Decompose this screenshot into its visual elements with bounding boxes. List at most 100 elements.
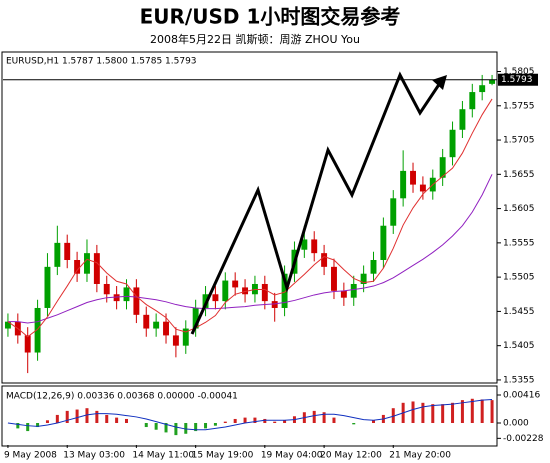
candle-body — [360, 273, 367, 284]
macd-tick-label: 0.00416 — [503, 391, 540, 401]
macd-bar — [144, 422, 148, 428]
macd-bar — [174, 422, 178, 436]
candle-body — [301, 239, 308, 250]
macd-bar — [213, 422, 217, 426]
macd-bar — [263, 418, 267, 423]
macd-bar — [65, 410, 69, 423]
candle-body — [192, 307, 199, 329]
x-tick-label: 19 May 04:00 — [261, 451, 323, 461]
macd-bar — [204, 422, 208, 429]
arrow-head — [432, 75, 447, 90]
macd-bar — [391, 408, 395, 423]
candle-body — [489, 79, 496, 84]
candle-body — [410, 170, 416, 185]
macd-bar — [85, 408, 89, 423]
macd-bar — [490, 400, 494, 423]
candle-body — [143, 314, 150, 329]
candle-body — [232, 280, 239, 288]
candle-body — [163, 321, 169, 336]
y-tick-label: 1.5805 — [503, 67, 535, 77]
candle-body — [4, 321, 11, 329]
macd-bar — [421, 402, 425, 423]
macd-bar — [26, 422, 30, 432]
macd-bar — [95, 410, 99, 423]
macd-bar — [16, 422, 20, 429]
candle-body — [419, 184, 426, 192]
macd-bar — [273, 421, 277, 423]
macd-bar — [253, 417, 257, 423]
macd-signal — [7, 398, 493, 431]
macd-label: MACD(12,26,9) 0.00336 0.00368 0.00000 -0… — [6, 392, 238, 402]
candle-body — [222, 280, 229, 302]
macd-bar — [115, 417, 119, 423]
candle-body — [261, 283, 268, 302]
moving-average — [7, 98, 493, 338]
x-tick-label: 9 May 2008 — [4, 451, 57, 461]
candle-body — [212, 294, 219, 302]
candle-body — [350, 283, 357, 298]
macd-tick-label: -0.00228 — [503, 434, 544, 444]
candle-body — [74, 259, 81, 274]
y-tick-label: 1.5405 — [503, 341, 535, 351]
candle-body — [84, 253, 90, 274]
candle-body — [380, 225, 387, 260]
macd-bar — [45, 420, 49, 423]
candle-body — [34, 307, 41, 353]
macd-bar — [441, 404, 445, 423]
macd-bar — [223, 421, 227, 423]
candle-body — [400, 170, 407, 199]
candle-body — [271, 301, 278, 308]
macd-bar — [352, 422, 356, 425]
y-tick-label: 1.5605 — [503, 204, 535, 214]
price-panel — [1, 51, 498, 384]
candle-body — [479, 85, 486, 93]
chart-subtitle: 2008年5月22日 凯斯顿：周游 ZHOU You — [150, 32, 360, 46]
candle-body — [123, 287, 130, 302]
y-tick-label: 1.5455 — [503, 307, 535, 317]
x-tick-label: 15 May 19:00 — [192, 451, 254, 461]
macd-bar — [470, 398, 474, 423]
macd-bar — [411, 401, 415, 423]
macd-bar — [75, 409, 79, 423]
macd-bar — [332, 417, 336, 423]
macd-bar — [184, 422, 188, 434]
candle-body — [64, 242, 71, 260]
candle-body — [370, 259, 377, 274]
candle-body — [340, 290, 347, 298]
macd-bar — [460, 400, 464, 423]
y-tick-label: 1.5355 — [503, 375, 535, 385]
chart-title: EUR/USD 1小时图交易参考 — [140, 5, 401, 29]
moving-average — [7, 174, 493, 324]
macd-panel — [1, 385, 498, 447]
candle-body — [172, 335, 179, 346]
macd-bar — [431, 404, 435, 423]
candle-body — [390, 198, 397, 226]
macd-bar — [480, 399, 484, 423]
candle-body — [153, 321, 160, 329]
candle-body — [103, 283, 110, 295]
candle-body — [281, 273, 288, 308]
macd-bar — [372, 420, 375, 423]
macd-bar — [312, 410, 316, 423]
candle-body — [54, 242, 61, 267]
info-label: EURUSD,H1 1.5787 1.5800 1.5785 1.5793 — [6, 57, 197, 67]
last-price-label: 1.5793 — [501, 75, 533, 85]
candle-body — [321, 253, 328, 267]
macd-bar — [105, 414, 109, 423]
last-price-box — [498, 73, 538, 86]
candle-body — [113, 294, 120, 302]
x-tick-label: 21 May 20:00 — [389, 451, 451, 461]
candle-body — [311, 239, 318, 254]
candle-body — [133, 287, 140, 315]
y-tick-label: 1.5705 — [503, 136, 535, 146]
y-tick-label: 1.5655 — [503, 170, 535, 180]
macd-bar — [243, 417, 247, 423]
macd-bar — [194, 422, 198, 432]
candle-body — [182, 328, 189, 346]
macd-bar — [233, 418, 237, 423]
y-tick-label: 1.5755 — [503, 101, 535, 111]
macd-bar — [154, 422, 158, 430]
candle-body — [24, 335, 31, 353]
macd-bar — [283, 420, 287, 423]
